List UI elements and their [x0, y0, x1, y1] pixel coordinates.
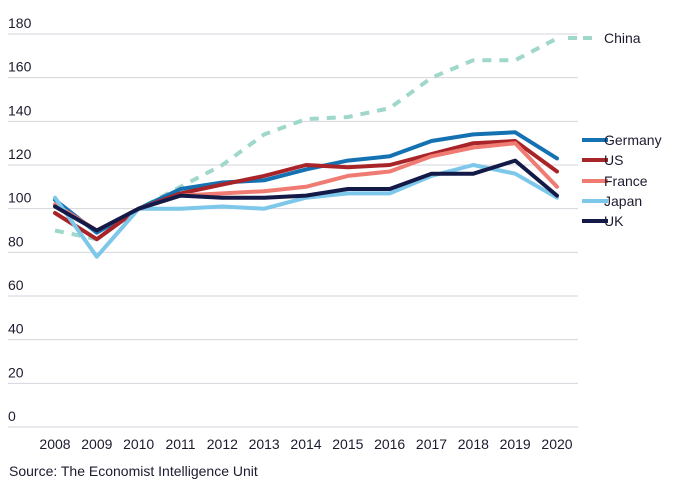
x-tick-label: 2020 [541, 436, 572, 452]
legend: China Germany US France Japan UK [568, 30, 662, 229]
y-tick-label: 0 [8, 408, 16, 424]
y-tick-label: 40 [8, 321, 24, 337]
x-tick-label: 2010 [123, 436, 154, 452]
y-tick-label: 80 [8, 233, 24, 249]
y-tick-label: 140 [8, 102, 32, 118]
x-tick-label: 2012 [207, 436, 238, 452]
x-tick-label: 2013 [249, 436, 280, 452]
legend-label-us: US [604, 152, 623, 168]
y-tick-label: 120 [8, 146, 32, 162]
grid-lines [8, 33, 578, 428]
y-tick-label: 20 [8, 364, 24, 380]
legend-label-germany: Germany [604, 132, 662, 148]
y-tick-label: 180 [8, 15, 32, 31]
series-line-china [54, 36, 558, 242]
x-tick-label: 2008 [39, 436, 70, 452]
x-tick-label: 2018 [458, 436, 489, 452]
x-tick-label: 2019 [500, 436, 531, 452]
x-tick-label: 2011 [165, 436, 195, 452]
x-tick-label: 2009 [81, 436, 112, 452]
y-tick-label: 60 [8, 277, 24, 293]
series-line-uk [53, 158, 559, 233]
legend-label-china: China [604, 30, 641, 46]
x-tick-label: 2014 [290, 436, 321, 452]
source-note: Source: The Economist Intelligence Unit [9, 463, 258, 479]
x-axis-ticks: 2008 2009 2010 2011 2012 2013 2014 2015 2016 2017… [39, 436, 572, 452]
y-tick-label: 160 [8, 59, 32, 75]
series-lines [53, 36, 559, 259]
series-line-us [53, 139, 559, 242]
legend-label-france: France [604, 173, 648, 189]
y-tick-label: 100 [8, 190, 32, 206]
legend-label-uk: UK [604, 213, 624, 229]
y-axis-ticks: 0 20 40 60 80 100 120 140 160 180 [8, 15, 32, 424]
x-tick-label: 2015 [332, 436, 363, 452]
x-tick-label: 2017 [416, 436, 447, 452]
legend-label-japan: Japan [604, 193, 642, 209]
x-tick-label: 2016 [374, 436, 405, 452]
